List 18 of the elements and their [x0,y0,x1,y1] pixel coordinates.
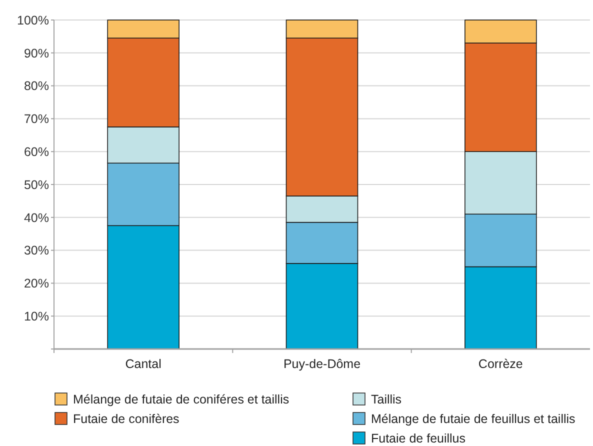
legend-label: Futaie de conifères [73,412,180,426]
x-tick-label: Puy-de-Dôme [283,357,361,371]
x-tick-label: Corrèze [478,357,523,371]
y-tick-label: 40% [24,210,49,225]
y-tick-label: 50% [24,178,49,192]
y-tick-label: 90% [24,46,49,60]
legend-label: Taillis [371,392,402,406]
legend-label: Mélange de futaie de coniféres et taillis [73,392,290,406]
legend-label: Futaie de feuillus [371,432,466,446]
y-tick-label: 60% [24,144,49,159]
legend-label: Mélange de futaie de feuillus et taillis [371,412,576,426]
x-tick-label: Cantal [125,357,162,371]
y-tick-label: 20% [24,276,49,291]
y-tick-label: 80% [24,79,49,94]
y-tick-label: 100% [17,13,49,28]
y-tick-label: 30% [24,244,49,258]
y-tick-label: 10% [24,309,49,324]
y-tick-label: 70% [24,112,49,126]
